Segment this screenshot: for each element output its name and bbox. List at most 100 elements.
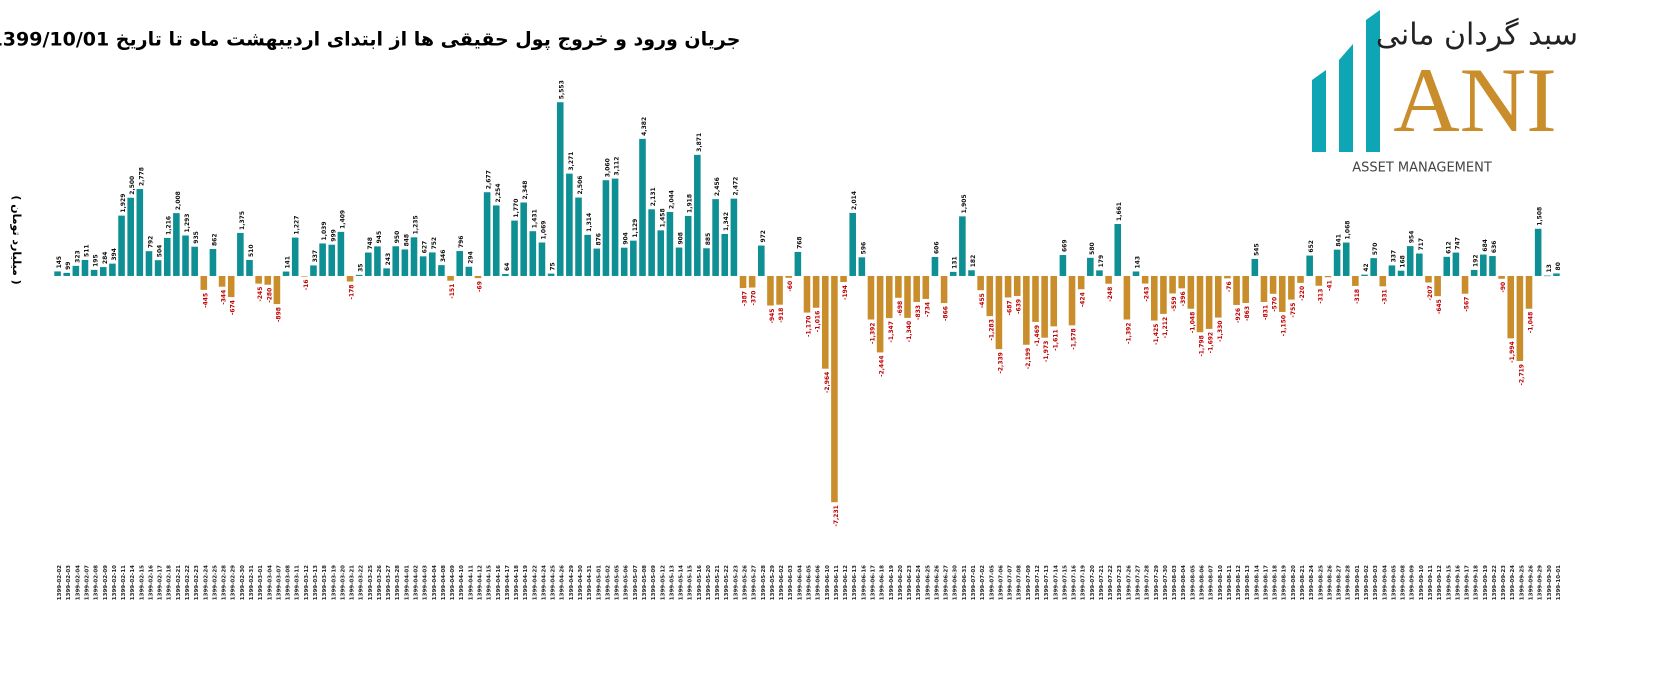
bar [163,237,171,276]
value-label: -445 [202,293,209,308]
value-label: -69 [476,281,483,292]
x-tick-label: 1399-04-11 [468,565,474,600]
x-tick-label: 1399-09-30 [1547,565,1553,600]
value-label: 684 [1482,239,1489,252]
bar [1224,275,1231,279]
x-tick-label: 1399-02-24 [203,565,209,600]
value-label: -243 [1144,287,1151,302]
value-label: 1,293 [184,214,191,233]
value-label: 652 [1308,240,1315,253]
logo-bar [1312,70,1326,152]
bar [949,271,957,276]
bar [739,275,747,289]
value-label: 2,044 [668,190,675,209]
value-label: 627 [422,241,429,254]
logo-mark: ANI [1393,49,1557,151]
value-label: 747 [1454,237,1461,250]
bar [173,213,180,276]
x-tick-label: 1399-09-11 [1428,565,1434,600]
bar [1498,275,1505,279]
x-tick-label: 1399-07-05 [989,565,995,600]
value-label: -755 [1290,303,1297,318]
bar [328,244,336,276]
bar [273,275,281,305]
bar [1516,275,1524,362]
x-tick-label: 1399-06-18 [880,565,886,600]
x-tick-label: 1399-02-08 [94,565,100,600]
x-tick-label: 1399-09-29 [1538,565,1544,600]
x-tick-label: 1399-08-04 [1181,565,1187,600]
bar [319,243,326,276]
bar [118,215,125,276]
value-label: 2,500 [129,176,136,195]
x-tick-label: 1399-09-19 [1483,565,1489,600]
bar [1553,273,1560,276]
bar [264,275,272,285]
x-tick-label: 1399-08-03 [1172,565,1178,600]
x-tick-label: 1399-06-30 [953,565,959,600]
bar [1187,275,1195,309]
bar [776,275,783,305]
bar [346,275,354,282]
value-label: 182 [970,255,977,268]
x-tick-label: 1399-03-21 [350,565,356,600]
value-label: -370 [751,291,758,306]
x-tick-label: 1399-06-02 [779,565,785,600]
bar [109,263,116,276]
bar [483,192,491,276]
value-label: 42 [1363,263,1370,271]
x-tick-label: 1399-09-23 [1501,565,1507,600]
x-tick-label: 1399-09-12 [1437,565,1443,600]
value-label: 904 [623,232,630,245]
x-tick-label: 1399-02-03 [66,565,72,600]
value-label: 131 [952,256,959,269]
value-label: 570 [1372,243,1379,256]
value-label: -245 [257,287,264,302]
value-label: 1,342 [723,212,730,231]
bar [63,272,70,276]
value-label: 1,508 [1537,207,1544,226]
bar [1077,275,1085,290]
bar [337,231,345,276]
x-tick-label: 1399-04-09 [450,565,456,600]
value-label: 768 [796,236,803,249]
x-tick-label: 1399-02-02 [57,565,63,600]
x-tick-label: 1399-07-20 [1090,565,1096,600]
bar [922,275,930,299]
bar [1114,223,1122,276]
x-tick-label: 1399-06-03 [788,565,794,600]
x-tick-label: 1399-02-28 [222,565,228,600]
bar [90,269,98,276]
bar [1379,275,1387,287]
x-tick-label: 1399-03-01 [258,565,264,600]
bar [1315,275,1323,286]
x-tick-label: 1399-04-04 [432,565,438,600]
value-label: 2,254 [495,183,502,202]
value-label: 1,458 [659,208,666,227]
value-label: 1,918 [687,194,694,213]
logo-tagline: ASSET MANAGEMENT [1352,161,1492,176]
bar [136,189,144,276]
x-tick-label: 1399-03-28 [395,565,401,600]
value-label: 145 [56,256,63,269]
value-label: -2,719 [1518,364,1525,385]
value-label: 4,382 [641,117,648,136]
x-tick-label: 1399-09-05 [1391,565,1397,600]
x-tick-label: 1399-07-14 [1053,565,1059,600]
x-tick-label: 1399-05-28 [761,565,767,600]
bar [959,216,966,276]
x-tick-label: 1399-07-02 [980,565,986,600]
x-tick-label: 1399-04-25 [551,565,557,600]
bar [657,230,665,276]
bar [374,246,381,276]
x-tick-label: 1399-06-05 [807,565,813,600]
bar [1461,275,1469,294]
x-tick-label: 1399-10-01 [1556,565,1562,600]
value-label: 636 [1491,241,1498,254]
value-label: 99 [65,262,72,270]
value-label: 1,661 [1116,202,1123,221]
x-tick-label: 1399-08-14 [1254,565,1260,600]
value-label: -1,347 [888,321,895,342]
x-tick-label: 1399-09-26 [1529,565,1535,600]
